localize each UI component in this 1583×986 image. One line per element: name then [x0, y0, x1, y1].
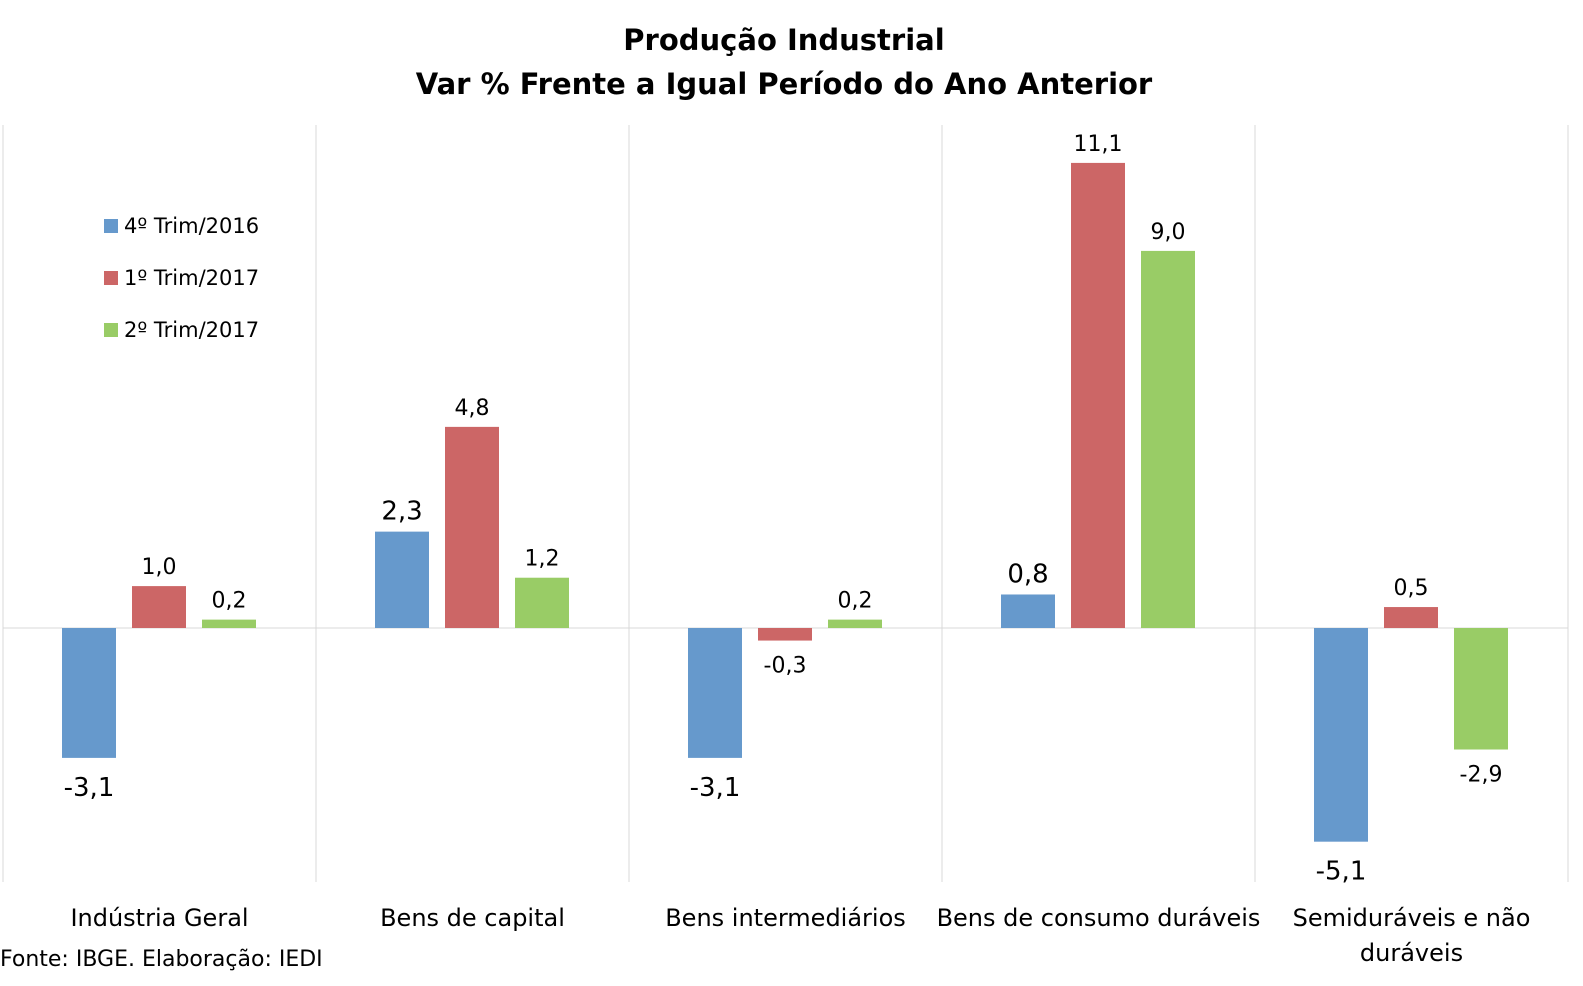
- data-label-2-1: 1,0: [142, 555, 177, 580]
- legend-swatch-series-1: [104, 219, 118, 233]
- data-label-3-4: 9,0: [1151, 220, 1186, 245]
- source-note: Fonte: IBGE. Elaboração: IEDI: [0, 947, 323, 972]
- bar-2-1: [132, 586, 186, 628]
- legend-swatch-series-2: [104, 271, 118, 285]
- data-label-1-5: -5,1: [1316, 857, 1367, 887]
- category-label-1: Indústria Geral: [70, 904, 248, 932]
- data-label-2-3: -0,3: [764, 654, 807, 679]
- bar-1-4: [1001, 594, 1055, 628]
- data-label-3-5: -2,9: [1460, 763, 1503, 788]
- data-label-3-3: 0,2: [838, 589, 873, 614]
- data-label-3-2: 1,2: [525, 547, 560, 572]
- category-label-2: Bens de capital: [380, 904, 565, 932]
- bar-2-2: [445, 426, 499, 628]
- data-label-2-5: 0,5: [1394, 576, 1429, 601]
- legend-label-series-3: 2º Trim/2017: [124, 318, 260, 342]
- bar-1-3: [688, 628, 742, 758]
- legend-label-series-2: 1º Trim/2017: [124, 266, 260, 290]
- bar-2-3: [758, 628, 812, 641]
- data-label-2-4: 11,1: [1074, 132, 1123, 157]
- data-label-1-1: -3,1: [64, 773, 115, 803]
- bar-3-5: [1454, 628, 1508, 750]
- chart-legend: 4º Trim/2016 1º Trim/2017 2º Trim/2017: [104, 200, 259, 356]
- data-label-1-4: 0,8: [1007, 559, 1048, 589]
- bar-3-1: [202, 619, 256, 628]
- bar-3-3: [828, 619, 882, 628]
- data-label-2-2: 4,8: [455, 396, 490, 421]
- data-label-3-1: 0,2: [212, 589, 247, 614]
- legend-item-series-2: 1º Trim/2017: [104, 252, 259, 304]
- chart-title-line-1: Produção Industrial: [623, 23, 945, 57]
- category-label-3: Bens intermediários: [665, 904, 906, 932]
- chart-title-line-2: Var % Frente a Igual Período do Ano Ante…: [415, 67, 1153, 101]
- legend-item-series-1: 4º Trim/2016: [104, 200, 259, 252]
- data-label-1-3: -3,1: [690, 773, 741, 803]
- category-label-4: Bens de consumo duráveis: [937, 904, 1261, 932]
- bar-1-2: [375, 531, 429, 628]
- category-label-5: Semiduráveis e não duráveis: [1293, 904, 1531, 967]
- data-label-1-2: 2,3: [381, 497, 422, 527]
- bar-1-1: [62, 628, 116, 758]
- legend-swatch-series-3: [104, 323, 118, 337]
- bar-2-4: [1071, 162, 1125, 628]
- bar-3-2: [515, 577, 569, 628]
- bar-2-5: [1384, 607, 1438, 628]
- bar-3-4: [1141, 250, 1195, 628]
- legend-label-series-1: 4º Trim/2016: [124, 214, 260, 238]
- bar-1-5: [1314, 628, 1368, 842]
- legend-item-series-3: 2º Trim/2017: [104, 304, 259, 356]
- chart-title: Produção Industrial Var % Frente a Igual…: [0, 18, 1568, 106]
